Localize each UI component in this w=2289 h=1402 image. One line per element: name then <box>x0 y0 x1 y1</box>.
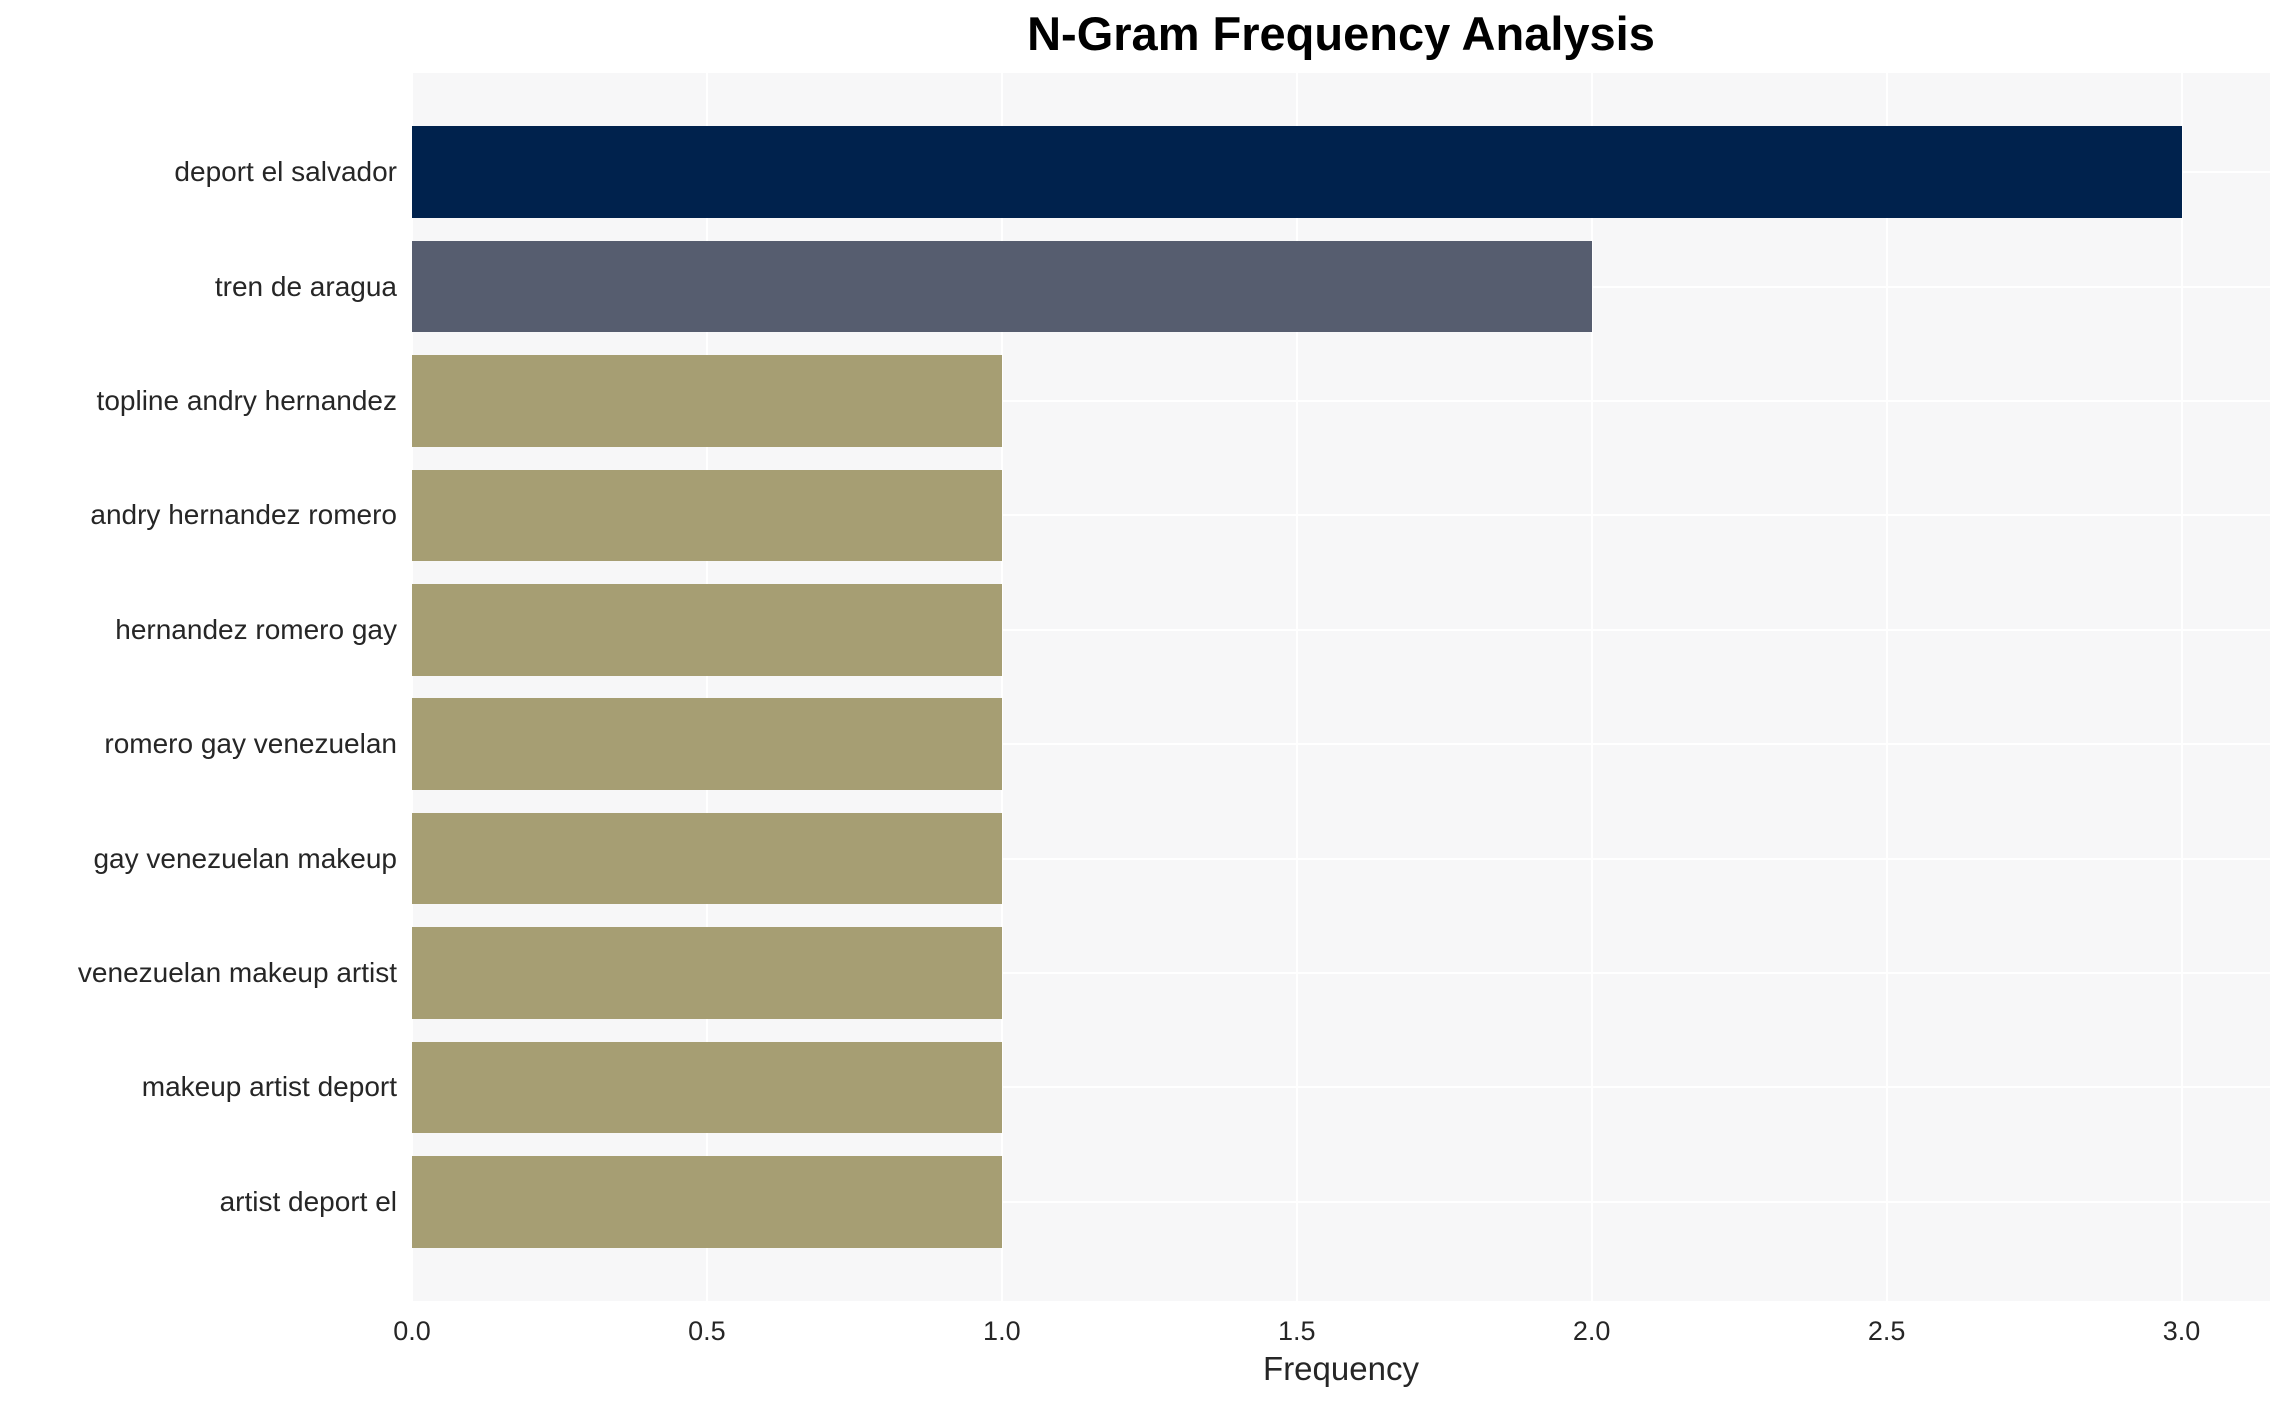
y-tick-label: artist deport el <box>219 1185 397 1217</box>
y-tick-label: topline andry hernandez <box>96 385 397 416</box>
x-tick-label: 2.0 <box>1572 1316 1611 1346</box>
gridline-horizontal <box>412 628 2270 631</box>
x-tick-label: 2.5 <box>1867 1316 1906 1346</box>
plot-area <box>411 73 2270 1301</box>
gridline-horizontal <box>412 1086 2270 1089</box>
gridline-vertical <box>1885 73 1888 1301</box>
gridline-horizontal <box>412 400 2270 402</box>
bar <box>412 1156 1002 1248</box>
bar <box>412 1041 1002 1134</box>
y-tick-label: deport el salvador <box>174 156 397 188</box>
gridline-vertical <box>1590 73 1593 1301</box>
gridline-vertical <box>1295 73 1298 1301</box>
x-tick-label: 0.0 <box>393 1316 431 1346</box>
gridline-vertical <box>705 73 708 1301</box>
x-tick-label: 0.5 <box>688 1316 726 1346</box>
y-tick-label: hernandez romero gay <box>115 613 397 645</box>
x-tick-label: 1.0 <box>983 1316 1021 1346</box>
gridline-horizontal <box>412 972 2270 974</box>
bar <box>412 698 1002 790</box>
gridline-horizontal <box>412 857 2270 860</box>
y-tick-label: andry hernandez romero <box>90 499 397 531</box>
x-axis-label: Frequency <box>1263 1350 1419 1387</box>
x-tick-label: 3.0 <box>2162 1316 2201 1346</box>
bar <box>412 126 2182 218</box>
bar <box>412 469 1002 562</box>
y-tick-label: gay venezuelan makeup <box>93 842 397 874</box>
gridline-vertical <box>2180 73 2183 1301</box>
x-tick-label: 1.5 <box>1277 1316 1316 1346</box>
y-tick-label: romero gay venezuelan <box>104 728 397 760</box>
y-tick-label: makeup artist deport <box>141 1071 397 1103</box>
y-tick-label: tren de aragua <box>214 270 397 302</box>
bar <box>412 584 1002 676</box>
gridline-vertical <box>411 73 413 1301</box>
bar <box>412 355 1002 447</box>
gridline-horizontal <box>412 743 2270 746</box>
gridline-vertical <box>1000 73 1003 1301</box>
y-tick-label: venezuelan makeup artist <box>77 957 397 988</box>
bar <box>412 812 1002 905</box>
gridline-horizontal <box>412 514 2270 517</box>
bar <box>412 240 1592 333</box>
chart-title: N-Gram Frequency Analysis <box>1027 7 1655 60</box>
gridline-horizontal <box>412 1200 2270 1203</box>
bar <box>412 927 1002 1019</box>
